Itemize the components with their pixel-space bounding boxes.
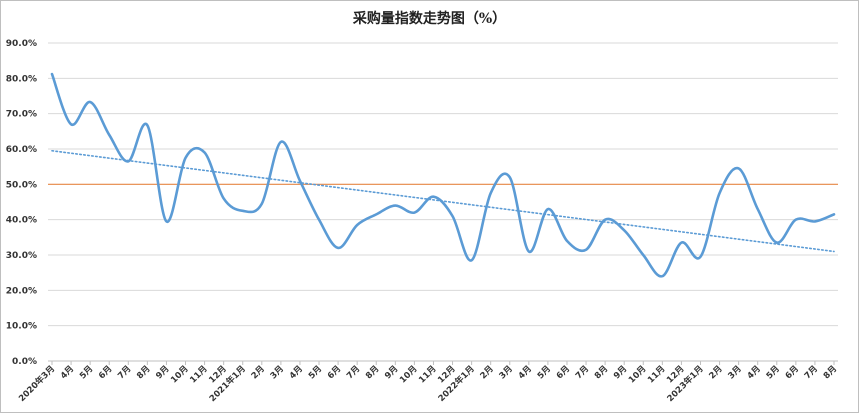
x-tick-label: 2月 bbox=[479, 364, 496, 381]
x-tick-label: 5月 bbox=[307, 364, 324, 381]
x-tick-label: 2月 bbox=[250, 364, 267, 381]
y-tick-label: 20.0% bbox=[6, 286, 37, 296]
x-tick-label: 10月 bbox=[169, 364, 190, 385]
x-tick-label: 4月 bbox=[517, 364, 534, 381]
x-tick-label: 6月 bbox=[326, 364, 343, 381]
x-tick-label: 7月 bbox=[574, 364, 591, 381]
x-tick-label: 8月 bbox=[364, 364, 381, 381]
y-tick-label: 0.0% bbox=[12, 357, 37, 367]
x-tick-label: 11月 bbox=[646, 364, 667, 385]
x-tick-label: 5月 bbox=[765, 364, 782, 381]
y-tick-label: 70.0% bbox=[6, 110, 37, 120]
y-tick-label: 50.0% bbox=[6, 180, 37, 190]
x-tick-label: 10月 bbox=[627, 364, 648, 385]
x-tick-label: 7月 bbox=[803, 364, 820, 381]
x-tick-label: 6月 bbox=[97, 364, 114, 381]
x-tick-label: 7月 bbox=[345, 364, 362, 381]
y-tick-label: 90.0% bbox=[6, 39, 37, 49]
x-tick-label: 3月 bbox=[726, 364, 743, 381]
y-tick-label: 30.0% bbox=[6, 251, 37, 261]
x-tick-label: 4月 bbox=[288, 364, 305, 381]
y-tick-label: 60.0% bbox=[6, 145, 37, 155]
x-tick-label: 3月 bbox=[269, 364, 286, 381]
y-tick-label: 80.0% bbox=[6, 74, 37, 84]
x-tick-label: 4月 bbox=[59, 364, 76, 381]
x-tick-label: 2月 bbox=[707, 364, 724, 381]
y-tick-label: 40.0% bbox=[6, 216, 37, 226]
x-tick-label: 11月 bbox=[188, 364, 209, 385]
x-tick-label: 11月 bbox=[417, 364, 438, 385]
x-tick-label: 7月 bbox=[116, 364, 133, 381]
x-tick-label: 5月 bbox=[536, 364, 553, 381]
x-tick-label: 5月 bbox=[78, 364, 95, 381]
x-tick-label: 3月 bbox=[498, 364, 515, 381]
x-tick-label: 8月 bbox=[593, 364, 610, 381]
y-tick-label: 10.0% bbox=[6, 322, 37, 332]
x-tick-label: 2020年3月 bbox=[16, 363, 57, 404]
x-tick-label: 6月 bbox=[555, 364, 572, 381]
x-tick-label: 8月 bbox=[822, 364, 839, 381]
x-tick-label: 10月 bbox=[398, 364, 419, 385]
chart-title: 采购量指数走势图（%） bbox=[352, 11, 507, 27]
x-tick-label: 6月 bbox=[784, 364, 801, 381]
x-tick-label: 4月 bbox=[746, 364, 763, 381]
x-tick-label: 8月 bbox=[135, 364, 152, 381]
series-line bbox=[50, 72, 836, 278]
